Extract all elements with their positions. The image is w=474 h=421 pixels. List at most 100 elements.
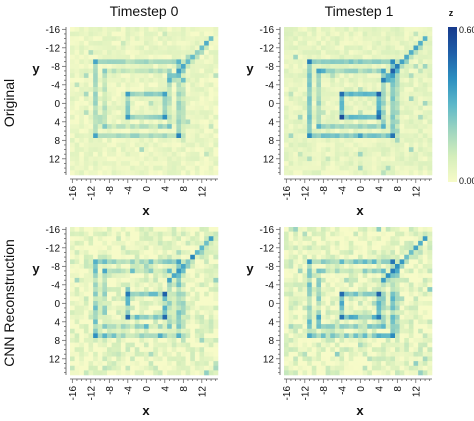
heatmap-cell xyxy=(157,156,163,162)
heatmap-cell xyxy=(171,110,177,116)
heatmap-cell xyxy=(88,40,94,46)
heatmap-cell xyxy=(404,324,410,330)
heatmap-cell xyxy=(208,27,214,32)
heatmap-cell xyxy=(408,240,414,246)
heatmap-cell xyxy=(79,165,85,171)
heatmap-cell xyxy=(284,333,289,339)
heatmap-cell xyxy=(181,245,186,251)
heatmap-cell xyxy=(395,45,400,51)
heatmap-cell xyxy=(162,68,168,74)
heatmap-cell xyxy=(418,301,424,306)
heatmap-cell xyxy=(102,77,108,83)
heatmap-cell xyxy=(157,282,163,288)
heatmap-cell xyxy=(107,273,112,279)
heatmap-cell xyxy=(83,147,89,153)
heatmap-cell xyxy=(408,231,414,237)
heatmap-cell xyxy=(74,64,80,69)
heatmap-cell xyxy=(284,296,289,302)
heatmap-cell xyxy=(288,264,294,269)
heatmap-cell xyxy=(134,305,140,311)
heatmap-cell xyxy=(344,161,350,167)
heatmap-cell xyxy=(339,96,345,102)
heatmap-cell xyxy=(144,156,149,162)
heatmap-cell xyxy=(288,361,294,367)
heatmap-cell xyxy=(293,54,299,60)
heatmap-cell xyxy=(185,73,191,79)
heatmap-cell xyxy=(325,291,331,297)
heatmap-cell xyxy=(395,282,400,288)
heatmap-cell xyxy=(288,101,294,106)
heatmap-cell xyxy=(190,31,196,37)
heatmap-cell xyxy=(371,365,377,371)
heatmap-cell xyxy=(157,291,163,297)
heatmap-cell xyxy=(399,73,405,79)
heatmap-cell xyxy=(376,282,382,288)
heatmap-cell xyxy=(134,36,140,42)
heatmap-cell xyxy=(194,54,200,60)
heatmap-cell xyxy=(130,128,136,134)
heatmap-cell xyxy=(148,301,154,306)
heatmap-cell xyxy=(358,142,363,148)
heatmap-cell xyxy=(88,170,94,176)
heatmap-cell xyxy=(395,91,400,97)
heatmap-cell xyxy=(422,273,428,279)
heatmap-cell xyxy=(153,170,159,176)
heatmap-cell xyxy=(302,351,308,357)
heatmap-cell xyxy=(83,142,89,148)
heatmap-cell xyxy=(311,250,317,256)
heatmap-cell xyxy=(194,240,200,246)
heatmap-cell xyxy=(353,291,359,297)
heatmap-cell xyxy=(408,264,414,269)
heatmap-cell xyxy=(185,277,191,283)
heatmap-cell xyxy=(358,365,363,371)
heatmap-cell xyxy=(376,287,382,293)
heatmap-cell xyxy=(83,342,89,348)
heatmap-cell xyxy=(339,54,345,60)
heatmap-cell xyxy=(302,54,308,60)
heatmap-cell xyxy=(418,236,424,242)
heatmap-cell xyxy=(381,36,387,42)
heatmap-cell xyxy=(339,310,345,316)
colorbar-gradient xyxy=(448,27,457,182)
heatmap-cell xyxy=(385,156,391,162)
heatmap-cell xyxy=(427,36,433,42)
heatmap-cell xyxy=(418,277,424,283)
heatmap-cell xyxy=(311,50,317,56)
heatmap-cell xyxy=(93,40,99,46)
heatmap-cell xyxy=(348,50,354,56)
heatmap-cell xyxy=(311,170,317,176)
heatmap-cell xyxy=(157,273,163,279)
heatmap-cell xyxy=(116,77,122,83)
heatmap-cell xyxy=(144,27,149,32)
heatmap-cell xyxy=(422,240,428,246)
heatmap-cell xyxy=(116,31,122,37)
heatmap-cell xyxy=(385,328,391,334)
heatmap-cell xyxy=(130,365,136,371)
heatmap-cell xyxy=(325,319,331,325)
heatmap-cell xyxy=(213,161,219,167)
heatmap-cell xyxy=(134,370,140,376)
heatmap-cell xyxy=(176,259,182,265)
heatmap-cell xyxy=(79,64,85,69)
heatmap-cell xyxy=(204,314,210,320)
heatmap-cell xyxy=(153,250,159,256)
heatmap-cell xyxy=(418,268,424,274)
heatmap-cell xyxy=(344,342,350,348)
heatmap-cell xyxy=(167,273,173,279)
heatmap-cell xyxy=(408,73,414,79)
heatmap-cell xyxy=(381,77,387,83)
heatmap-cell xyxy=(70,161,75,167)
heatmap-cell xyxy=(111,240,117,246)
heatmap-cell xyxy=(204,287,210,293)
heatmap-cell xyxy=(83,338,89,343)
heatmap-cell xyxy=(139,36,145,42)
heatmap-cell xyxy=(125,282,131,288)
heatmap-cell xyxy=(367,319,373,325)
heatmap-cell xyxy=(376,273,382,279)
heatmap-cell xyxy=(199,324,205,330)
heatmap-cell xyxy=(395,227,400,232)
heatmap-cell xyxy=(70,328,75,334)
heatmap-cell xyxy=(321,333,326,339)
heatmap-cell xyxy=(404,365,410,371)
